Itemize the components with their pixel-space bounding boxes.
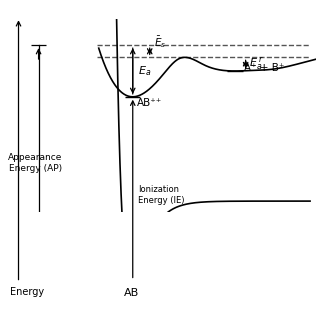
Text: A⁺ + B⁺: A⁺ + B⁺ <box>244 63 285 73</box>
Text: Ionization
Energy (IE): Ionization Energy (IE) <box>138 185 185 205</box>
Text: $E_a$: $E_a$ <box>138 64 152 78</box>
Text: Appearance
Energy (AP): Appearance Energy (AP) <box>8 153 63 173</box>
Text: AB: AB <box>123 288 139 298</box>
Text: $E_a^{\,r}$: $E_a^{\,r}$ <box>249 56 264 72</box>
Text: $\bar{E}_s$: $\bar{E}_s$ <box>154 34 167 50</box>
Text: Energy: Energy <box>10 287 44 297</box>
Text: AB⁺⁺: AB⁺⁺ <box>137 98 163 108</box>
